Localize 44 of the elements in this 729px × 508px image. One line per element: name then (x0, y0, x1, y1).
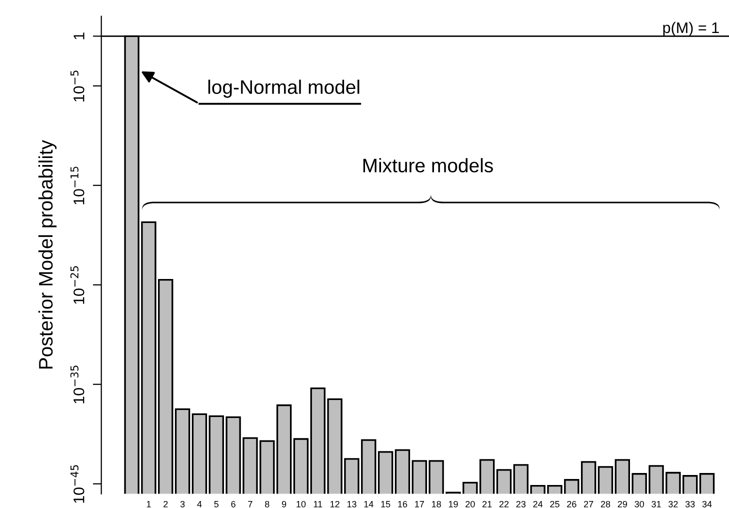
x-tick-label: 9 (282, 500, 286, 508)
y-tick-label: 10$^{−15}$ (70, 166, 84, 204)
x-tick-label: 27 (584, 500, 594, 508)
y-tick-label: 10$^{−5}$ (70, 70, 84, 102)
x-tick-label: 12 (330, 500, 340, 508)
x-tick-label: 3 (180, 500, 185, 508)
x-tick-label: 20 (466, 500, 475, 508)
x-tick-label: 2 (164, 500, 168, 508)
annotation: log-Normal model (208, 80, 360, 98)
x-tick-label: 30 (634, 500, 644, 508)
x-tick-label: 15 (381, 501, 390, 508)
x-tick-label: 22 (499, 500, 509, 508)
x-tick-label: 1 (146, 501, 151, 508)
ref-line-label: p(M) = 1 (663, 22, 719, 36)
y-tick-label: 1 (74, 32, 84, 40)
x-tick-label: 21 (482, 500, 492, 508)
x-tick-label: 17 (415, 501, 424, 508)
x-tick-label: 26 (567, 500, 576, 508)
x-tick-label: 6 (231, 500, 236, 508)
x-tick-label: 31 (652, 500, 661, 508)
x-tick-label: 4 (197, 501, 202, 508)
x-tick-label: 32 (668, 500, 678, 508)
x-tick-label: 33 (685, 500, 695, 508)
x-tick-label: 18 (432, 500, 441, 508)
y-tick-label: 10$^{−25}$ (70, 266, 84, 304)
x-tick-label: 7 (248, 501, 252, 508)
y-axis-title: Posterior Model probability (38, 140, 57, 369)
x-tick-label: 11 (314, 501, 322, 508)
y-tick-label: 10$^{−45}$ (70, 465, 84, 503)
x-tick-label: 19 (448, 500, 458, 508)
x-tick-label: 34 (702, 500, 712, 508)
x-tick-label: 29 (618, 500, 628, 508)
x-tick-label: 10 (296, 500, 306, 508)
x-tick-label: 24 (533, 500, 543, 508)
x-tick-label: 14 (364, 501, 374, 508)
x-tick-label: 23 (516, 500, 526, 508)
x-tick-label: 16 (398, 500, 408, 508)
y-tick-label: 10$^{−35}$ (70, 366, 84, 404)
x-tick-label: 28 (600, 500, 610, 508)
x-tick-label: 8 (265, 500, 270, 508)
x-tick-label: 5 (214, 501, 219, 508)
x-tick-label: 25 (550, 500, 560, 508)
x-tick-label: 13 (347, 500, 356, 508)
annotation: Mixture models (363, 158, 493, 172)
